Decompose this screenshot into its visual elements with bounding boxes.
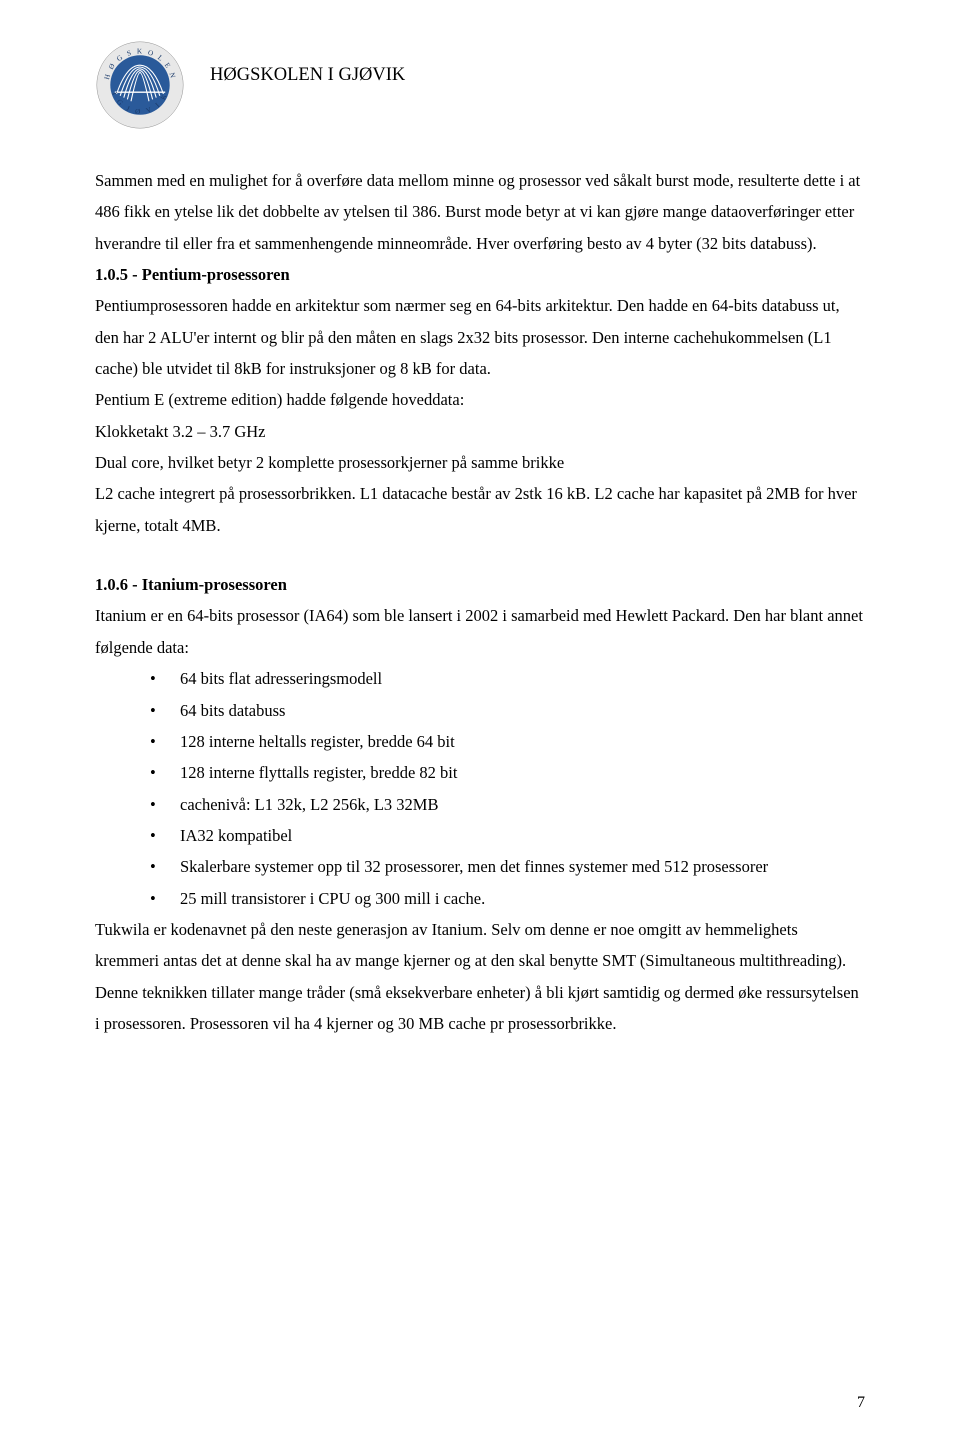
list-item: Skalerbare systemer opp til 32 prosessor…: [150, 851, 865, 882]
document-page: H Ø G S K O L E N I G J Ø V I K HØGSKOLE…: [0, 0, 960, 1089]
list-item: 128 interne heltalls register, bredde 64…: [150, 726, 865, 757]
list-item: 64 bits databuss: [150, 695, 865, 726]
paragraph: Pentium E (extreme edition) hadde følgen…: [95, 384, 865, 415]
paragraph: Dual core, hvilket betyr 2 komplette pro…: [95, 447, 865, 478]
paragraph: Tukwila er kodenavnet på den neste gener…: [95, 914, 865, 1039]
section-heading-105: 1.0.5 - Pentium-prosessoren: [95, 259, 865, 290]
paragraph: Pentiumprosessoren hadde en arkitektur s…: [95, 290, 865, 384]
list-item: cachenivå: L1 32k, L2 256k, L3 32MB: [150, 789, 865, 820]
institution-name: HØGSKOLEN I GJØVIK: [210, 65, 405, 86]
list-item: IA32 kompatibel: [150, 820, 865, 851]
page-header: H Ø G S K O L E N I G J Ø V I K HØGSKOLE…: [95, 40, 865, 130]
document-body: Sammen med en mulighet for å overføre da…: [95, 165, 865, 1039]
paragraph: L2 cache integrert på prosessorbrikken. …: [95, 478, 865, 541]
list-item: 64 bits flat adresseringsmodell: [150, 663, 865, 694]
paragraph: Sammen med en mulighet for å overføre da…: [95, 165, 865, 259]
paragraph: Klokketakt 3.2 – 3.7 GHz: [95, 416, 865, 447]
institution-logo: H Ø G S K O L E N I G J Ø V I K: [95, 40, 185, 130]
section-heading-106: 1.0.6 - Itanium-prosessoren: [95, 569, 865, 600]
page-number: 7: [857, 1394, 865, 1412]
bullet-list: 64 bits flat adresseringsmodell 64 bits …: [95, 663, 865, 914]
list-item: 128 interne flyttalls register, bredde 8…: [150, 757, 865, 788]
paragraph: Itanium er en 64-bits prosessor (IA64) s…: [95, 600, 865, 663]
heading-number: 1.0.6: [95, 575, 132, 594]
heading-title: - Pentium-prosessoren: [132, 265, 290, 284]
spacer: [95, 541, 865, 569]
list-item: 25 mill transistorer i CPU og 300 mill i…: [150, 883, 865, 914]
heading-number: 1.0.5: [95, 265, 132, 284]
heading-title: - Itanium-prosessoren: [132, 575, 287, 594]
